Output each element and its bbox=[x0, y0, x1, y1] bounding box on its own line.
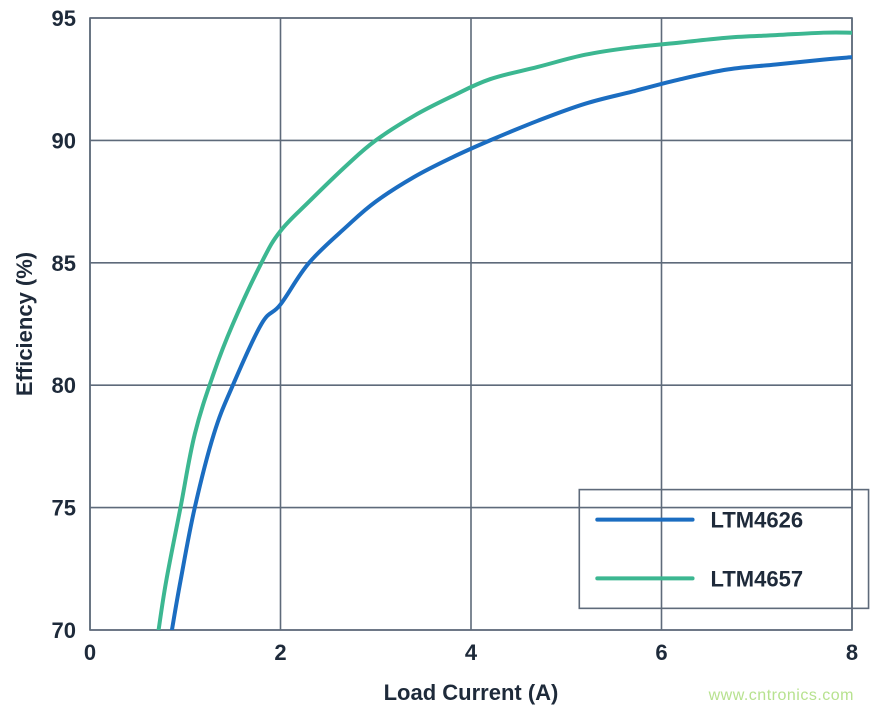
x-tick-label: 6 bbox=[655, 640, 667, 665]
y-tick-label: 90 bbox=[52, 128, 76, 153]
x-tick-label: 8 bbox=[846, 640, 858, 665]
legend-label: LTM4626 bbox=[711, 508, 804, 533]
y-axis-label: Efficiency (%) bbox=[12, 252, 37, 396]
chart-svg: 0 2 4 6 8 70 75 80 85 90 95 Load Current (A) Efficie… bbox=[0, 0, 884, 713]
y-tick-label: 85 bbox=[52, 251, 76, 276]
efficiency-chart: 0 2 4 6 8 70 75 80 85 90 95 Load Current (A) Efficie… bbox=[0, 0, 884, 713]
legend-label: LTM4657 bbox=[711, 566, 804, 591]
x-tick-label: 4 bbox=[465, 640, 478, 665]
y-tick-label: 75 bbox=[52, 496, 76, 521]
watermark: www.cntronics.com bbox=[708, 687, 854, 704]
y-tick-label: 95 bbox=[52, 6, 76, 31]
x-axis-label: Load Current (A) bbox=[384, 680, 559, 705]
y-tick-label: 70 bbox=[52, 618, 76, 643]
x-tick-label: 0 bbox=[84, 640, 96, 665]
y-tick-label: 80 bbox=[52, 373, 76, 398]
chart-bg bbox=[0, 0, 884, 713]
x-tick-label: 2 bbox=[274, 640, 286, 665]
